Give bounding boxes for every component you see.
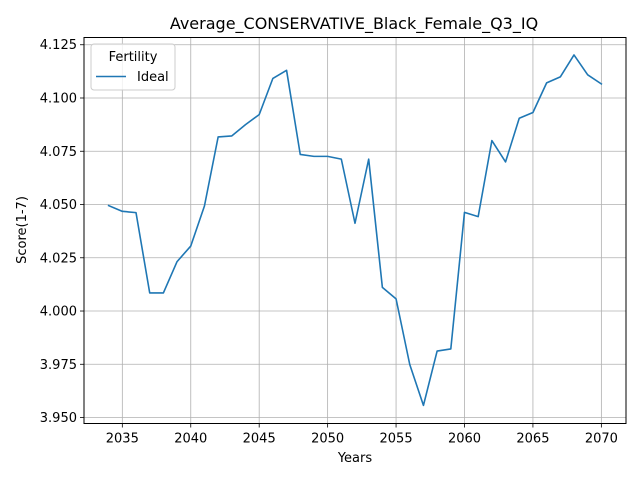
x-tick-label: 2070 — [585, 432, 618, 447]
series-line-ideal — [107, 54, 603, 407]
plot-frame — [83, 37, 627, 424]
x-tick-label: 2060 — [448, 432, 481, 447]
x-tick-label: 2055 — [380, 432, 413, 447]
legend-entry-ideal: Ideal — [137, 70, 169, 85]
y-tick-label: 4.050 — [40, 198, 77, 213]
legend-title: Fertility — [109, 50, 158, 65]
y-tick-label: 4.125 — [40, 38, 77, 53]
grid — [84, 37, 626, 424]
x-tick-label: 2045 — [243, 432, 276, 447]
y-tick-label: 4.075 — [40, 145, 77, 160]
y-tick-label: 4.100 — [40, 91, 77, 106]
series-layer — [107, 54, 603, 407]
x-tick-label: 2035 — [106, 432, 139, 447]
y-tick-label: 3.950 — [40, 411, 77, 426]
ticks: 2035 2040 2045 2050 2055 2060 2065 2070 3.950 3.9… — [40, 38, 618, 446]
legend: Fertility Ideal — [90, 43, 176, 91]
y-axis-label: Score(1-7) — [15, 196, 30, 264]
x-tick-label: 2050 — [311, 432, 344, 447]
x-tick-label: 2065 — [516, 432, 549, 447]
x-tick-label: 2040 — [174, 432, 207, 447]
y-tick-label: 3.975 — [40, 358, 77, 373]
x-axis-label: Years — [337, 451, 373, 466]
chart-title: Average_CONSERVATIVE_Black_Female_Q3_IQ — [170, 14, 538, 34]
y-tick-label: 4.025 — [40, 251, 77, 266]
legend-box — [90, 43, 176, 91]
y-tick-label: 4.000 — [40, 305, 77, 320]
